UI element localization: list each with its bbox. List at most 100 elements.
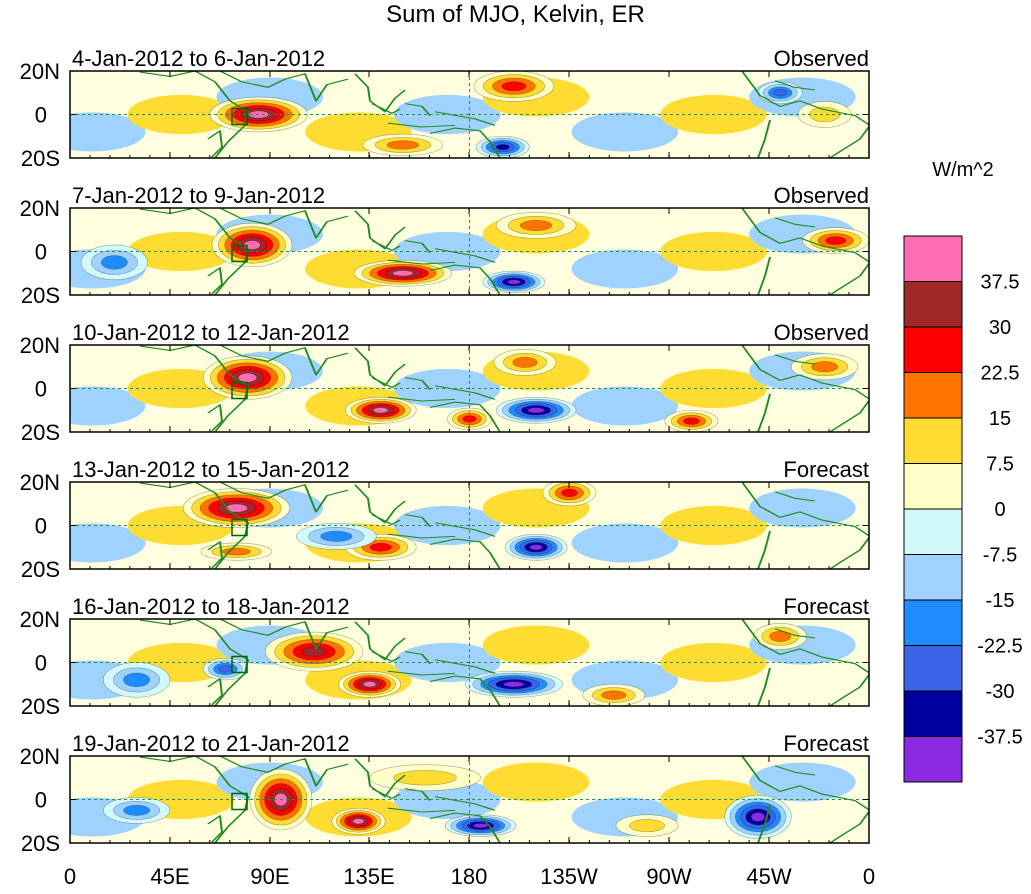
x-tick-label: 180 [451,864,488,889]
colorbar-swatch [903,645,963,692]
anomaly-contour [218,665,233,673]
anomaly-contour [749,762,856,802]
y-tick-label: 0 [35,514,47,539]
anomaly-contour [527,407,545,414]
x-tick-label: 0 [863,864,875,889]
y-tick-label: 0 [35,788,47,813]
anomaly-contour [571,523,679,563]
anomaly-contour [100,255,128,270]
map-panel: 20N 0 20S 10-Jan-2012 to 12-Jan-2012 Observe… [20,320,870,445]
anomaly-contour [495,144,510,151]
anomaly-contour [482,762,590,802]
anomaly-contour [520,219,553,231]
anomaly-contour [225,503,248,513]
anomaly-contour [571,386,679,426]
anomaly-contour [70,523,146,563]
colorbar-label: 7.5 [986,454,1014,476]
anomaly-contour [683,417,700,425]
x-tick-label: 90W [646,864,691,889]
anomaly-contour [571,112,679,152]
colorbar-swatch [903,235,963,282]
colorbar-swatch [903,463,963,510]
colorbar-label: -22.5 [977,636,1023,658]
colorbar-swatch [903,736,963,783]
region-box [231,792,248,811]
panel-date-range: 13-Jan-2012 to 15-Jan-2012 [72,457,350,482]
y-tick-label: 20S [21,831,60,856]
anomaly-contour [482,625,590,665]
y-tick-label: 20S [21,283,60,308]
anomaly-contour [352,818,365,825]
anomaly-contour [222,547,251,556]
colorbar-label: -37.5 [977,727,1023,749]
panel-date-range: 7-Jan-2012 to 9-Jan-2012 [72,183,325,208]
y-tick-label: 20S [21,694,60,719]
anomaly-contour [501,81,527,92]
map-panel: 20N 0 20S 19-Jan-2012 to 21-Jan-2012 Forecas… [20,731,870,856]
panel-date-range: 4-Jan-2012 to 6-Jan-2012 [72,46,325,71]
colorbar-swatch [903,554,963,601]
map-panel: 20N 0 20S 4-Jan-2012 to 6-Jan-2012 Observed [20,46,870,171]
colorbar-label: 30 [989,317,1011,339]
anomaly-contour [601,690,627,700]
x-tick-label: 90E [250,864,289,889]
colorbar-swatch [903,508,963,555]
anomaly-contour [386,140,419,150]
colorbar-label: 22.5 [981,363,1020,385]
anomaly-contour [123,672,150,688]
map-panel: 20N 0 20S 13-Jan-2012 to 15-Jan-2012 Forecas… [20,457,870,582]
colorbar-label: 37.5 [981,272,1020,294]
anomaly-contour [561,488,578,498]
colorbar-label: 0 [994,499,1005,521]
anomaly-contour [393,770,457,786]
anomaly-contour [392,270,414,277]
anomaly-contour [123,804,150,816]
colorbar-label: 15 [989,408,1011,430]
region-box [231,244,248,263]
colorbar-units: W/m^2 [932,159,994,181]
y-tick-label: 0 [35,240,47,265]
anomaly-contour [70,112,146,152]
panel-date-range: 10-Jan-2012 to 12-Jan-2012 [72,320,350,345]
anomaly-contour [529,544,543,551]
region-box [231,655,248,674]
y-tick-label: 20N [20,333,60,358]
panel-status: Observed [774,183,869,208]
x-tick-label: 45E [150,864,189,889]
x-tick-label: 0 [64,864,76,889]
x-tick-label: 135E [343,864,394,889]
colorbar-swatch [903,372,963,419]
colorbar-swatch [903,281,963,328]
anomaly-contour [301,646,327,657]
anomaly-contour [571,249,679,289]
x-tick-label: 135W [540,864,598,889]
y-tick-label: 0 [35,103,47,128]
y-tick-label: 20N [20,196,60,221]
region-box [231,381,248,400]
anomaly-contour [769,630,792,642]
colorbar-label: -7.5 [983,545,1017,567]
y-tick-label: 20S [21,557,60,582]
anomaly-contour [750,812,766,822]
panel-status: Forecast [783,594,869,619]
anomaly-contour [825,236,847,245]
x-tick-label: 45W [746,864,791,889]
colorbar-swatch [903,326,963,373]
panel-status: Observed [774,320,869,345]
y-tick-label: 20N [20,470,60,495]
colorbar-label: -15 [986,590,1015,612]
y-tick-label: 20S [21,146,60,171]
panel-date-range: 16-Jan-2012 to 18-Jan-2012 [72,594,350,619]
anomaly-contour [811,361,839,373]
y-tick-label: 20N [20,59,60,84]
colorbar-label: -30 [986,681,1015,703]
anomaly-contour [373,407,389,414]
panel-date-range: 19-Jan-2012 to 21-Jan-2012 [72,731,350,756]
region-box [231,518,248,537]
colorbar-swatch [903,599,963,646]
anomaly-contour [320,530,353,542]
colorbar-swatch [903,417,963,464]
y-tick-label: 0 [35,377,47,402]
y-tick-label: 20N [20,607,60,632]
